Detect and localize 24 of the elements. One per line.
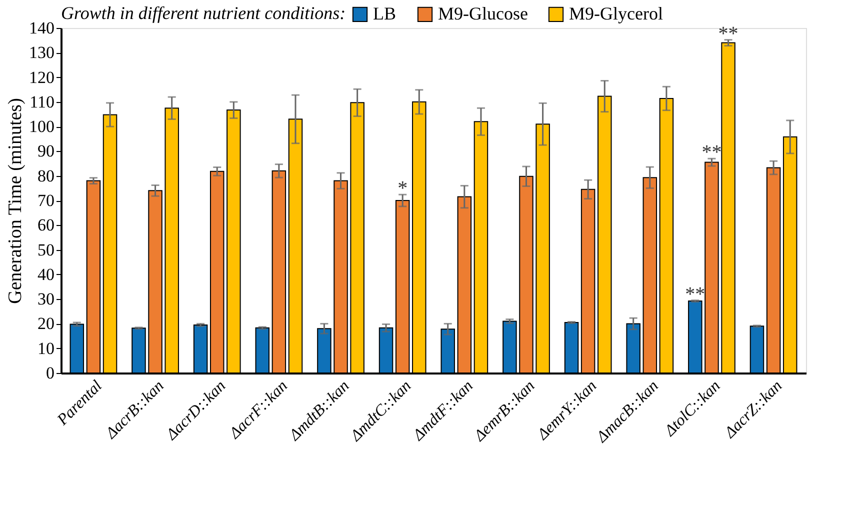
y-tick-label: 70 xyxy=(38,191,54,210)
annotation: ** xyxy=(718,22,738,45)
y-axis-title: Generation Time (minutes) xyxy=(5,98,26,304)
annotation: ** xyxy=(685,283,706,306)
y-tick-label: 50 xyxy=(38,240,54,260)
y-tick-label: 120 xyxy=(29,68,54,87)
y-tick-label: 60 xyxy=(38,216,54,235)
legend-title: Growth in different nutrient conditions: xyxy=(61,3,346,23)
annotation: ** xyxy=(702,142,722,164)
legend-label: LB xyxy=(373,3,396,24)
y-tick-label: 90 xyxy=(38,142,54,161)
y-tick-label: 10 xyxy=(38,338,54,358)
y-tick-label: 40 xyxy=(38,264,54,284)
y-tick-label: 30 xyxy=(38,290,54,309)
legend-label: M9-Glucose xyxy=(438,3,528,24)
y-tick-label: 140 xyxy=(29,18,54,38)
legend-label: M9-Glycerol xyxy=(569,3,663,24)
y-tick-label: 80 xyxy=(38,166,54,186)
y-tick-label: 100 xyxy=(29,117,54,136)
annotation: * xyxy=(398,178,408,200)
y-tick-label: 0 xyxy=(46,364,54,382)
y-tick-label: 130 xyxy=(29,43,54,62)
y-tick-label: 20 xyxy=(38,314,54,334)
y-tick-label: 110 xyxy=(30,92,54,112)
